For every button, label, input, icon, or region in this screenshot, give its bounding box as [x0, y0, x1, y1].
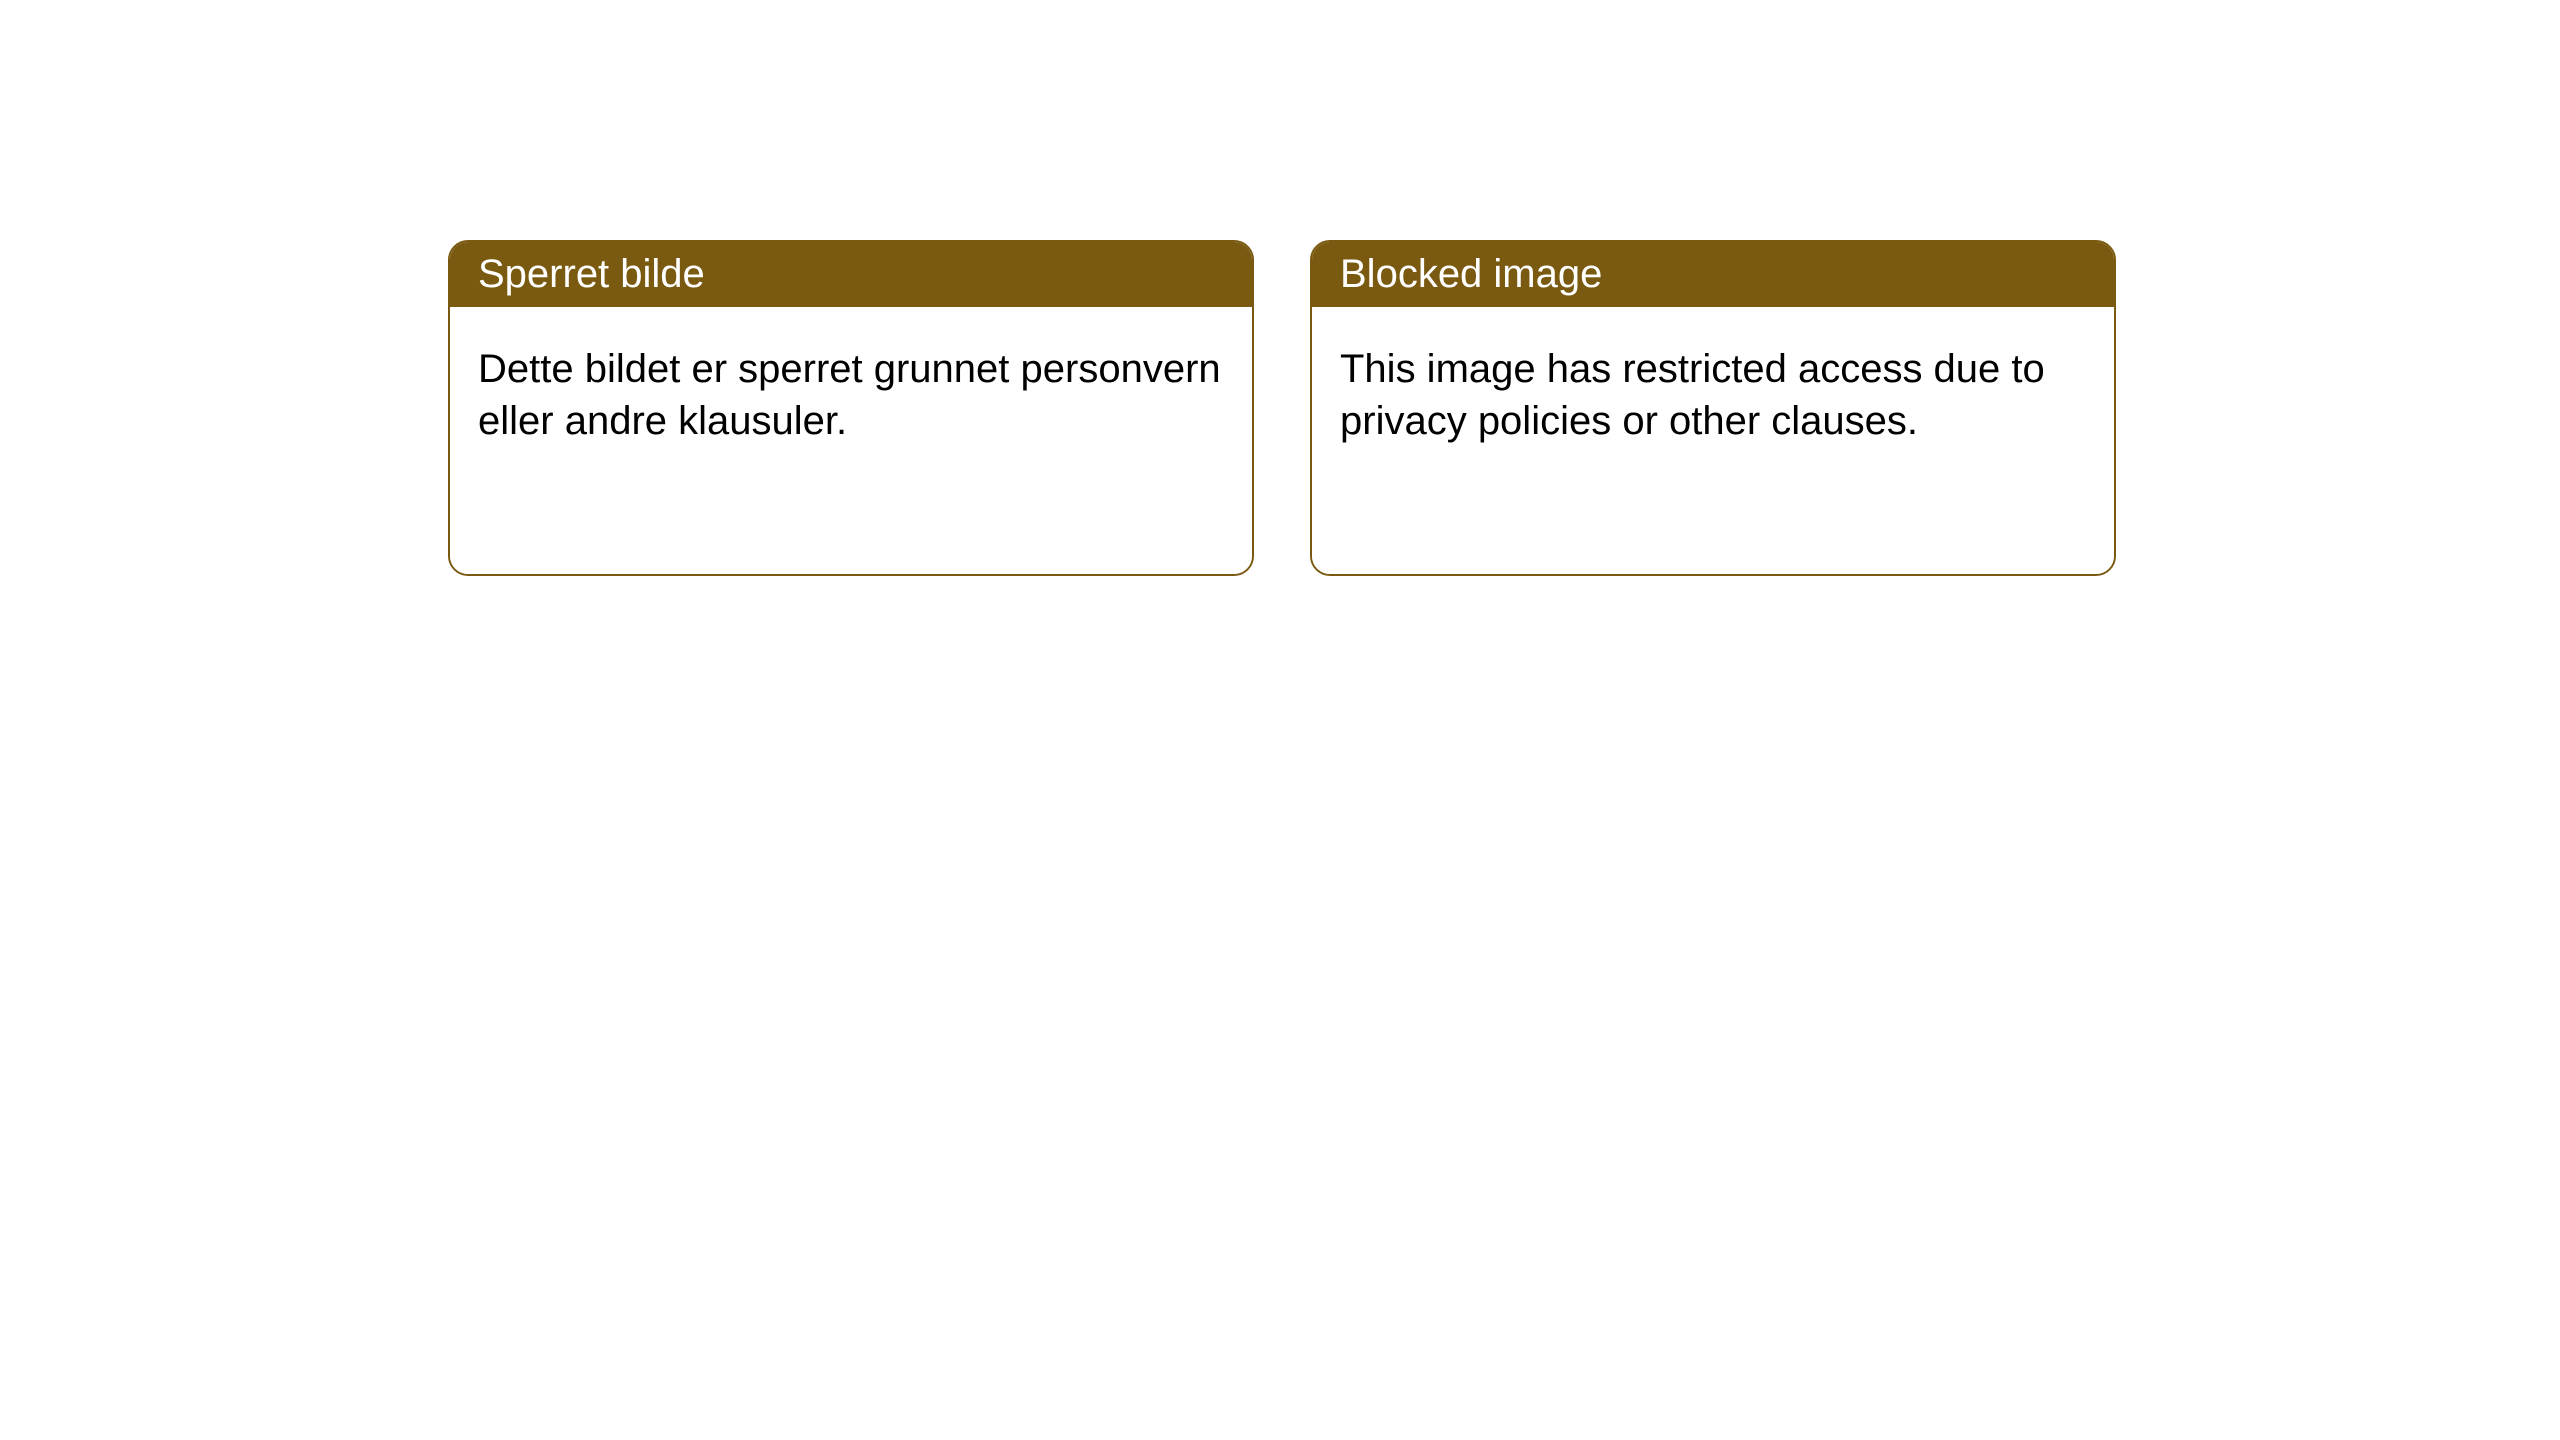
notice-container: Sperret bilde Dette bildet er sperret gr…	[448, 240, 2116, 576]
card-header-norwegian: Sperret bilde	[450, 242, 1252, 307]
card-body-english: This image has restricted access due to …	[1312, 307, 2114, 574]
blocked-image-card-english: Blocked image This image has restricted …	[1310, 240, 2116, 576]
blocked-image-card-norwegian: Sperret bilde Dette bildet er sperret gr…	[448, 240, 1254, 576]
card-header-english: Blocked image	[1312, 242, 2114, 307]
card-body-norwegian: Dette bildet er sperret grunnet personve…	[450, 307, 1252, 574]
